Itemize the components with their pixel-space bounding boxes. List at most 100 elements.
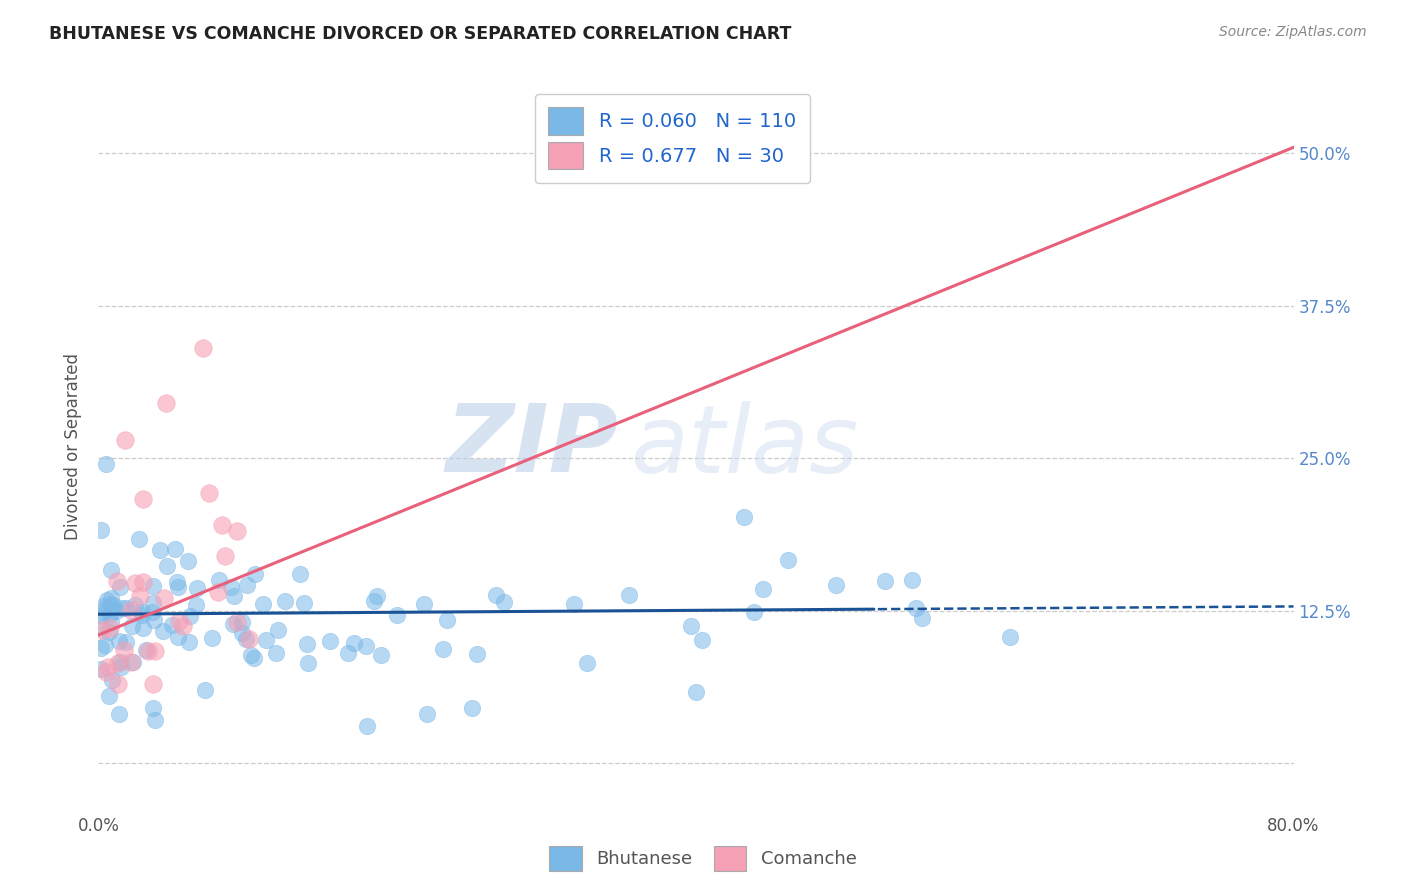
Point [207, 574, 229, 588]
Point [91, 608, 114, 623]
Point [318, 633, 340, 648]
Point [264, 646, 287, 660]
Point [222, 589, 245, 603]
Point [236, 578, 259, 592]
Point [153, 591, 176, 605]
Text: atlas: atlas [630, 401, 859, 491]
Point [167, 630, 190, 644]
Point [685, 685, 707, 699]
Point [155, 396, 177, 410]
Text: Source: ZipAtlas.com: Source: ZipAtlas.com [1219, 25, 1367, 39]
Point [243, 566, 266, 581]
Point [167, 580, 190, 594]
Text: ZIP: ZIP [446, 400, 619, 492]
Point [733, 510, 755, 524]
Point [105, 574, 128, 588]
Point [297, 656, 319, 670]
Point [184, 598, 207, 612]
Point [690, 632, 713, 647]
Point [207, 585, 229, 599]
Point [412, 597, 434, 611]
Point [186, 581, 208, 595]
Point [100, 673, 122, 687]
Point [122, 655, 145, 669]
Point [370, 648, 392, 662]
Point [288, 566, 311, 581]
Point [254, 632, 277, 647]
Point [108, 707, 131, 722]
Point [100, 562, 122, 576]
Point [904, 601, 927, 615]
Point [363, 593, 385, 607]
Point [679, 618, 702, 632]
Point [93, 638, 115, 652]
Point [238, 632, 260, 647]
Point [214, 549, 236, 563]
Point [91, 604, 114, 618]
Point [752, 582, 775, 596]
Point [776, 553, 799, 567]
Point [901, 573, 924, 587]
Y-axis label: Divorced or Separated: Divorced or Separated [65, 352, 83, 540]
Point [142, 579, 165, 593]
Point [136, 643, 159, 657]
Point [385, 607, 408, 622]
Point [94, 665, 117, 679]
Point [465, 648, 488, 662]
Point [226, 615, 249, 629]
Point [875, 574, 897, 588]
Point [198, 486, 221, 500]
Text: BHUTANESE VS COMANCHE DIVORCED OR SEPARATED CORRELATION CHART: BHUTANESE VS COMANCHE DIVORCED OR SEPARA… [49, 25, 792, 43]
Point [131, 607, 153, 622]
Point [432, 641, 454, 656]
Point [97, 689, 120, 703]
Point [90, 621, 112, 635]
Point [121, 618, 143, 632]
Point [243, 651, 266, 665]
Point [167, 614, 190, 628]
Point [825, 578, 848, 592]
Point [160, 618, 183, 632]
Point [131, 605, 153, 619]
Legend: Bhutanese, Comanche: Bhutanese, Comanche [541, 838, 865, 879]
Point [354, 639, 377, 653]
Point [132, 621, 155, 635]
Point [337, 646, 360, 660]
Point [267, 623, 290, 637]
Point [142, 596, 165, 610]
Point [90, 662, 112, 676]
Point [742, 606, 765, 620]
Point [194, 682, 217, 697]
Point [101, 599, 124, 613]
Point [201, 631, 224, 645]
Point [461, 701, 484, 715]
Point [96, 593, 118, 607]
Point [107, 676, 129, 690]
Point [142, 701, 165, 715]
Point [492, 595, 515, 609]
Point [562, 597, 585, 611]
Point [911, 611, 934, 625]
Point [100, 591, 122, 605]
Point [120, 655, 142, 669]
Point [129, 589, 152, 603]
Point [135, 643, 157, 657]
Point [172, 619, 194, 633]
Point [143, 644, 166, 658]
Point [176, 554, 198, 568]
Point [156, 558, 179, 573]
Point [97, 625, 120, 640]
Point [485, 588, 508, 602]
Point [114, 601, 136, 615]
Point [179, 634, 201, 648]
Point [998, 630, 1021, 644]
Point [219, 580, 242, 594]
Point [617, 588, 640, 602]
Point [231, 615, 253, 629]
Point [93, 599, 115, 614]
Point [98, 597, 121, 611]
Point [108, 634, 131, 648]
Point [165, 541, 187, 556]
Point [235, 632, 257, 646]
Point [252, 597, 274, 611]
